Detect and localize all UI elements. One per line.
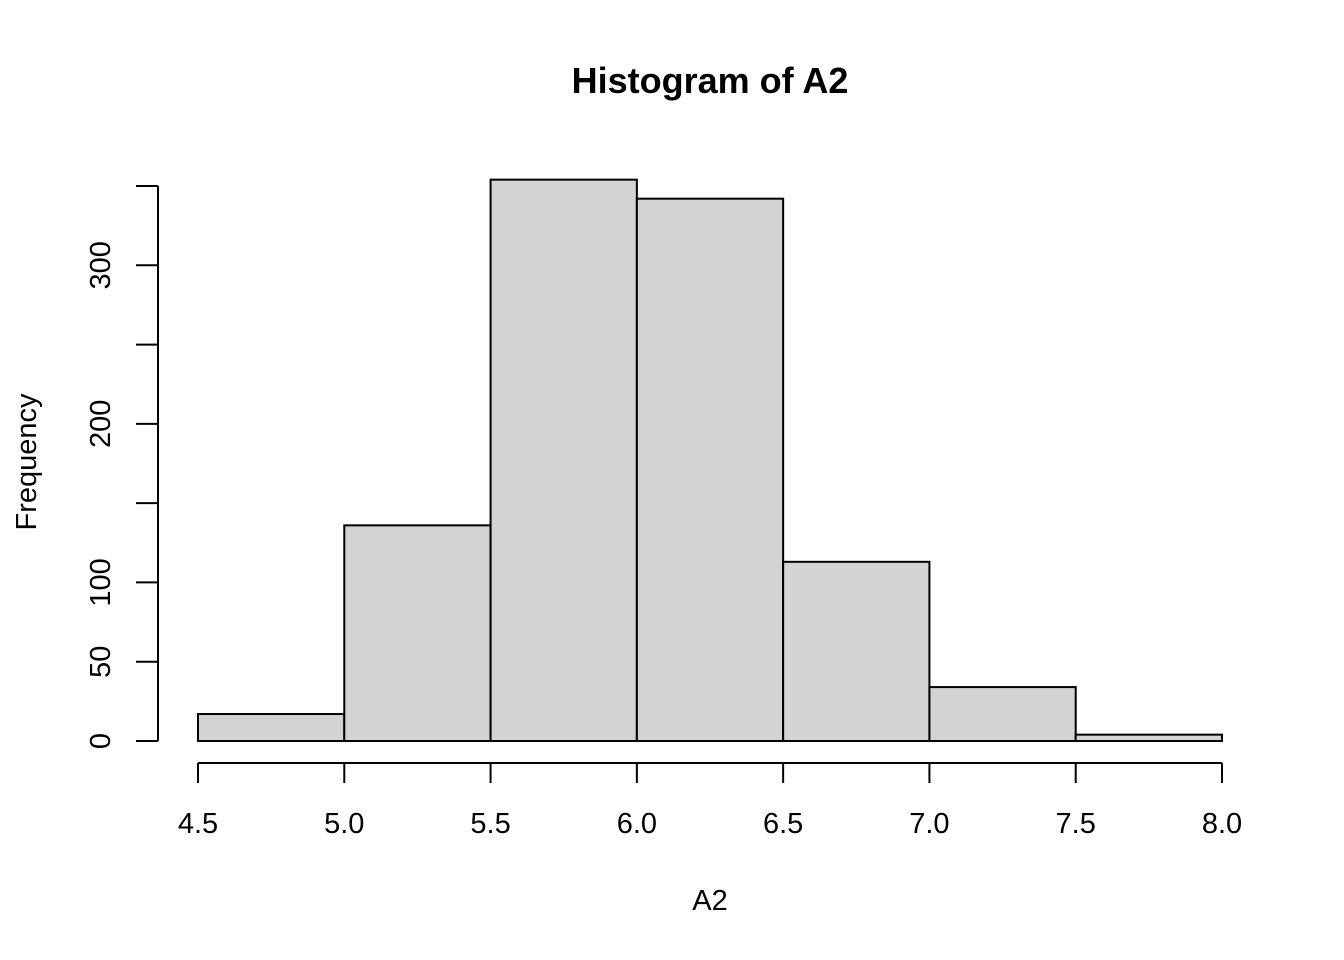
chart-title: Histogram of A2 (572, 60, 849, 101)
x-tick-label: 5.5 (470, 808, 510, 840)
histogram-bar (782, 560, 931, 742)
histogram-bar (343, 524, 492, 742)
y-tick-label: 300 (85, 241, 117, 289)
y-axis: 0 50 100 200 300 (85, 185, 159, 749)
x-axis: 4.5 5.0 5.5 6.0 6.5 7.0 7.5 8.0 (178, 762, 1242, 840)
histogram-bar (635, 197, 785, 742)
y-tick-label: 200 (85, 400, 117, 448)
x-tick-label: 8.0 (1202, 808, 1242, 840)
y-tick-label: 50 (85, 646, 117, 678)
x-axis-label: A2 (692, 885, 727, 917)
x-tick-label: 7.0 (909, 808, 949, 840)
histogram-bar (197, 713, 346, 742)
bars-group (197, 178, 1223, 743)
x-tick-label: 6.0 (617, 808, 657, 840)
y-axis-label: Frequency (11, 393, 43, 531)
x-tick-label: 7.5 (1056, 808, 1096, 840)
histogram-bar (489, 178, 638, 742)
y-tick-label: 0 (85, 733, 117, 749)
histogram-bar (1074, 733, 1223, 743)
x-tick-label: 6.5 (763, 808, 803, 840)
y-tick-label: 100 (85, 558, 117, 606)
x-tick-label: 5.0 (324, 808, 364, 840)
x-tick-label: 4.5 (178, 808, 218, 840)
histogram-bar (928, 686, 1077, 742)
